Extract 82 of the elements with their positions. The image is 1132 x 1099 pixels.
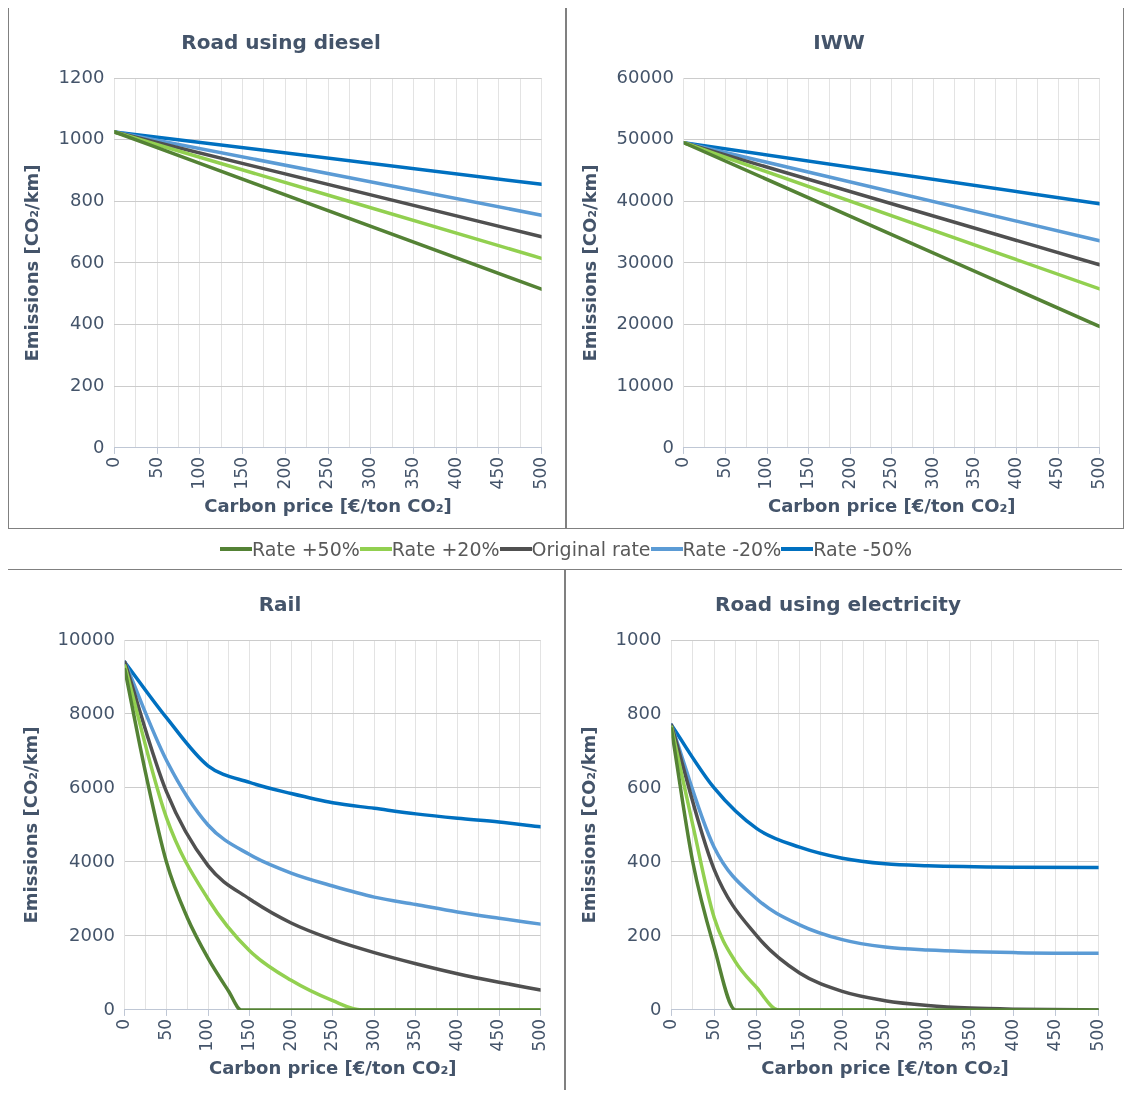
x-tick-label: 350 bbox=[958, 1018, 979, 1052]
y-tick-label: 40000 bbox=[616, 188, 674, 210]
x-tick-label: 250 bbox=[880, 456, 901, 490]
y-axis-title: Emissions [CO₂/km] bbox=[21, 164, 43, 362]
x-tick-label: 50 bbox=[702, 1018, 723, 1041]
x-tick-label: 150 bbox=[787, 1018, 808, 1052]
x-tick-label: 50 bbox=[713, 456, 734, 479]
legend-label: Original rate bbox=[531, 538, 651, 560]
y-tick-label: 10000 bbox=[57, 627, 115, 649]
y-tick-label: 600 bbox=[70, 250, 105, 272]
y-tick-label: 400 bbox=[70, 312, 105, 334]
x-axis-title: Carbon price [€/ton CO₂] bbox=[767, 494, 1016, 516]
x-tick-label: 100 bbox=[188, 456, 209, 490]
x-tick-label: 400 bbox=[1004, 456, 1025, 490]
y-tick-label: 200 bbox=[70, 373, 105, 395]
chart-title: Rail bbox=[258, 592, 302, 617]
y-tick-label: 2000 bbox=[69, 923, 115, 945]
x-tick-label: 300 bbox=[916, 1018, 937, 1052]
x-tick-label: 300 bbox=[362, 1018, 383, 1052]
y-tick-label: 1200 bbox=[58, 65, 105, 87]
x-tick-label: 250 bbox=[321, 1018, 342, 1052]
x-tick-label: 500 bbox=[1087, 1018, 1108, 1052]
x-tick-label: 150 bbox=[797, 456, 817, 490]
y-tick-label: 50000 bbox=[616, 127, 674, 149]
y-tick-label: 30000 bbox=[616, 250, 674, 272]
x-tick-label: 150 bbox=[238, 1018, 258, 1052]
x-tick-label: 0 bbox=[672, 456, 693, 468]
y-axis-title: Emissions [CO₂/km] bbox=[20, 726, 42, 924]
x-axis-title: Carbon price [€/ton CO₂] bbox=[208, 1056, 457, 1078]
x-tick-label: 350 bbox=[963, 456, 984, 490]
x-tick-label: 0 bbox=[113, 1018, 134, 1030]
y-tick-label: 8000 bbox=[69, 701, 115, 723]
y-tick-label: 600 bbox=[627, 775, 662, 797]
x-tick-label: 350 bbox=[404, 1018, 425, 1052]
x-tick-label: 400 bbox=[444, 456, 465, 490]
x-tick-label: 200 bbox=[273, 456, 294, 490]
x-tick-label: 450 bbox=[1044, 1018, 1065, 1052]
x-tick-label: 350 bbox=[401, 456, 422, 490]
y-tick-label: 1000 bbox=[615, 627, 662, 649]
x-axis-title: Carbon price [€/ton CO₂] bbox=[761, 1056, 1009, 1078]
x-tick-label: 500 bbox=[1088, 456, 1109, 490]
x-tick-label: 100 bbox=[755, 456, 776, 490]
x-tick-label: 500 bbox=[529, 1018, 550, 1052]
y-axis-title: Emissions [CO₂/km] bbox=[578, 726, 600, 924]
x-tick-label: 500 bbox=[530, 456, 551, 490]
legend-label: Rate -50% bbox=[813, 538, 912, 560]
x-tick-label: 250 bbox=[316, 456, 337, 490]
x-tick-label: 50 bbox=[154, 1018, 175, 1041]
x-tick-label: 300 bbox=[921, 456, 942, 490]
x-tick-label: 100 bbox=[745, 1018, 766, 1052]
x-tick-label: 250 bbox=[873, 1018, 894, 1052]
legend-label: Rate -20% bbox=[682, 538, 782, 560]
x-tick-label: 400 bbox=[445, 1018, 466, 1052]
x-tick-label: 150 bbox=[230, 456, 251, 490]
y-tick-label: 800 bbox=[627, 701, 662, 723]
x-tick-label: 400 bbox=[1001, 1018, 1022, 1052]
y-tick-label: 4000 bbox=[69, 849, 115, 871]
chart-title: IWW bbox=[813, 30, 865, 55]
x-tick-label: 200 bbox=[279, 1018, 300, 1052]
y-tick-label: 6000 bbox=[69, 775, 115, 797]
x-tick-label: 0 bbox=[102, 456, 123, 468]
y-tick-label: 60000 bbox=[616, 65, 674, 87]
y-tick-label: 200 bbox=[627, 923, 662, 945]
x-tick-label: 50 bbox=[145, 456, 166, 479]
y-tick-label: 10000 bbox=[616, 373, 674, 395]
y-axis-title: Emissions [CO₂/km] bbox=[579, 164, 601, 362]
chart-title: Road using electricity bbox=[715, 592, 961, 617]
x-tick-label: 100 bbox=[196, 1018, 217, 1052]
chart-title: Road using diesel bbox=[181, 30, 381, 55]
x-tick-label: 450 bbox=[487, 1018, 508, 1052]
x-tick-label: 300 bbox=[359, 456, 380, 490]
x-tick-label: 200 bbox=[830, 1018, 851, 1052]
x-tick-label: 200 bbox=[838, 456, 859, 490]
x-axis-title: Carbon price [€/ton CO₂] bbox=[204, 494, 452, 516]
legend-label: Rate +20% bbox=[391, 538, 500, 560]
x-tick-label: 450 bbox=[1046, 456, 1067, 490]
y-tick-label: 800 bbox=[70, 188, 105, 210]
y-tick-label: 400 bbox=[627, 849, 662, 871]
y-tick-label: 20000 bbox=[616, 312, 674, 334]
x-tick-label: 450 bbox=[487, 456, 508, 490]
y-tick-label: 1000 bbox=[58, 127, 105, 149]
legend-label: Rate +50% bbox=[252, 538, 360, 560]
